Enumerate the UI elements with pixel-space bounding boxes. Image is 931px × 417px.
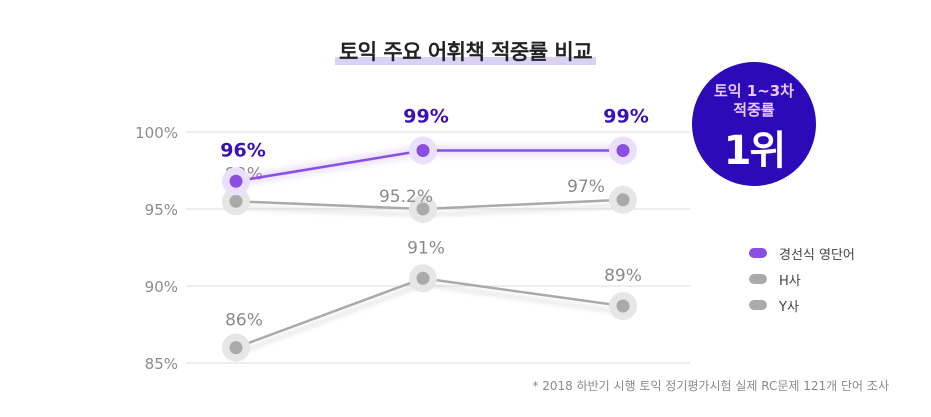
- data-point: [416, 271, 430, 285]
- legend-item: Y사: [749, 292, 855, 318]
- legend-swatch: [749, 300, 767, 310]
- badge-rank: 1위: [723, 128, 787, 174]
- title-wrap: 토익 주요 어휘책 적중률 비교: [0, 36, 931, 66]
- data-point: [416, 202, 430, 216]
- data-label: 91%: [407, 238, 445, 258]
- data-label: 99%: [403, 105, 448, 127]
- data-point: [616, 143, 630, 157]
- legend-swatch: [749, 248, 767, 258]
- data-point: [616, 299, 630, 313]
- legend-label: H사: [779, 273, 801, 289]
- data-point: [229, 341, 243, 355]
- legend-item: 경선식 영단어: [749, 240, 855, 266]
- y-tick-label: 100%: [135, 124, 178, 142]
- chart-legend: 경선식 영단어 H사 Y사: [749, 240, 855, 318]
- y-tick-label: 90%: [145, 278, 178, 296]
- badge-line1: 토익 1~3차: [713, 82, 795, 100]
- data-label: 99%: [603, 105, 648, 127]
- data-label: 96%: [220, 139, 265, 161]
- footnote: * 2018 하반기 시행 토익 정기평가시험 실제 RC문제 121개 단어 …: [532, 379, 889, 393]
- data-point: [616, 193, 630, 207]
- data-label: 95.2%: [379, 187, 433, 207]
- data-label: 89%: [604, 266, 642, 286]
- data-point: [416, 143, 430, 157]
- y-tick-label: 95%: [145, 201, 178, 219]
- data-point: [229, 174, 243, 188]
- y-tick-label: 85%: [145, 355, 178, 373]
- legend-swatch: [749, 274, 767, 284]
- chart-title: 토익 주요 어휘책 적중률 비교: [334, 36, 597, 66]
- rank-badge: 토익 1~3차 적중률 1위: [692, 62, 816, 186]
- legend-item: H사: [749, 266, 855, 292]
- legend-label: 경선식 영단어: [779, 247, 855, 263]
- data-label: 86%: [225, 311, 263, 331]
- data-point: [229, 194, 243, 208]
- legend-label: Y사: [779, 299, 799, 315]
- series-shadow: [235, 282, 624, 356]
- data-label: 97%: [567, 177, 605, 197]
- badge-line2: 적중률: [733, 101, 775, 119]
